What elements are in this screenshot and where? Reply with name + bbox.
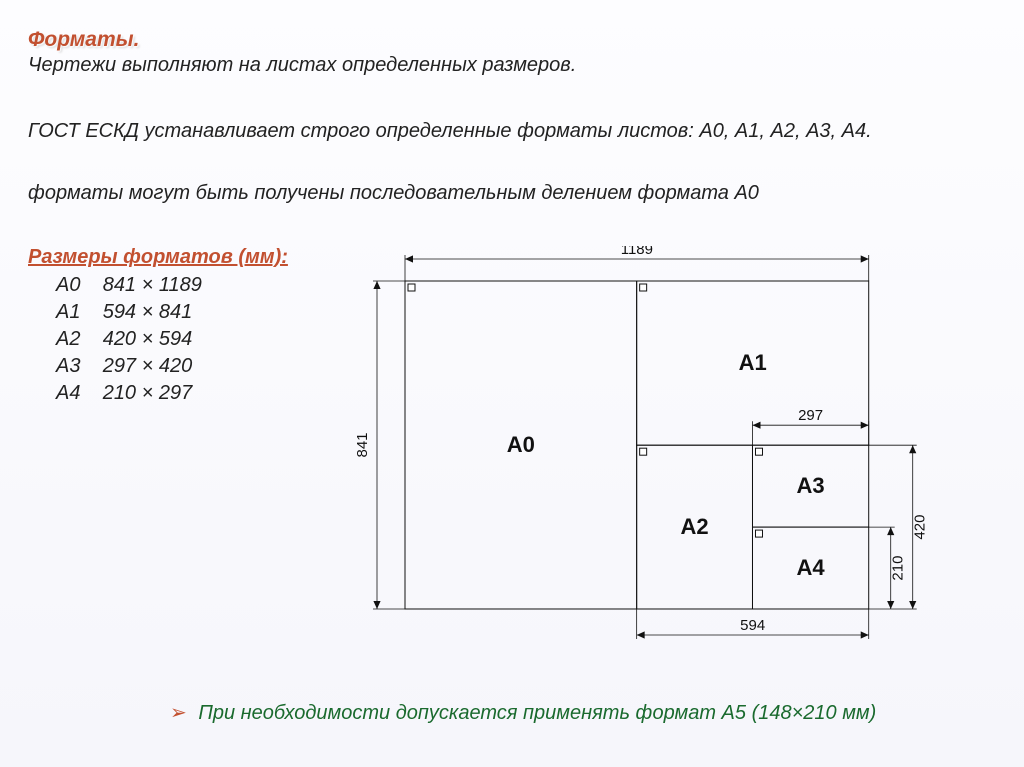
slide-title: Форматы. bbox=[28, 28, 996, 52]
footnote-text: При необходимости допускается применять … bbox=[198, 702, 876, 724]
svg-text:A3: A3 bbox=[797, 473, 825, 498]
sizes-list: А0 841 × 1189 А1 594 × 841 А2 420 × 594 … bbox=[56, 272, 202, 407]
svg-text:A2: A2 bbox=[681, 514, 709, 539]
paper-format-diagram: A0 A1 A2 A3 A4 1189 841 297 594 420 210 bbox=[345, 246, 985, 656]
paragraph-3: форматы могут быть получены последовател… bbox=[28, 182, 996, 205]
svg-text:1189: 1189 bbox=[621, 246, 653, 258]
paragraph-1: Чертежи выполняют на листах определенных… bbox=[28, 54, 996, 77]
sizes-heading: Размеры форматов (мм): bbox=[28, 246, 288, 269]
svg-text:A4: A4 bbox=[797, 555, 826, 580]
paragraph-2: ГОСТ ЕСКД устанавливает строго определен… bbox=[28, 120, 996, 143]
svg-text:A1: A1 bbox=[739, 350, 767, 375]
svg-text:A0: A0 bbox=[507, 432, 535, 457]
footnote: ➢ При необходимости допускается применят… bbox=[170, 700, 876, 725]
svg-text:841: 841 bbox=[354, 432, 371, 457]
svg-text:210: 210 bbox=[890, 556, 907, 581]
svg-text:420: 420 bbox=[912, 515, 929, 540]
svg-text:594: 594 bbox=[740, 617, 765, 634]
svg-text:297: 297 bbox=[798, 407, 823, 424]
bullet-icon: ➢ bbox=[170, 702, 187, 724]
